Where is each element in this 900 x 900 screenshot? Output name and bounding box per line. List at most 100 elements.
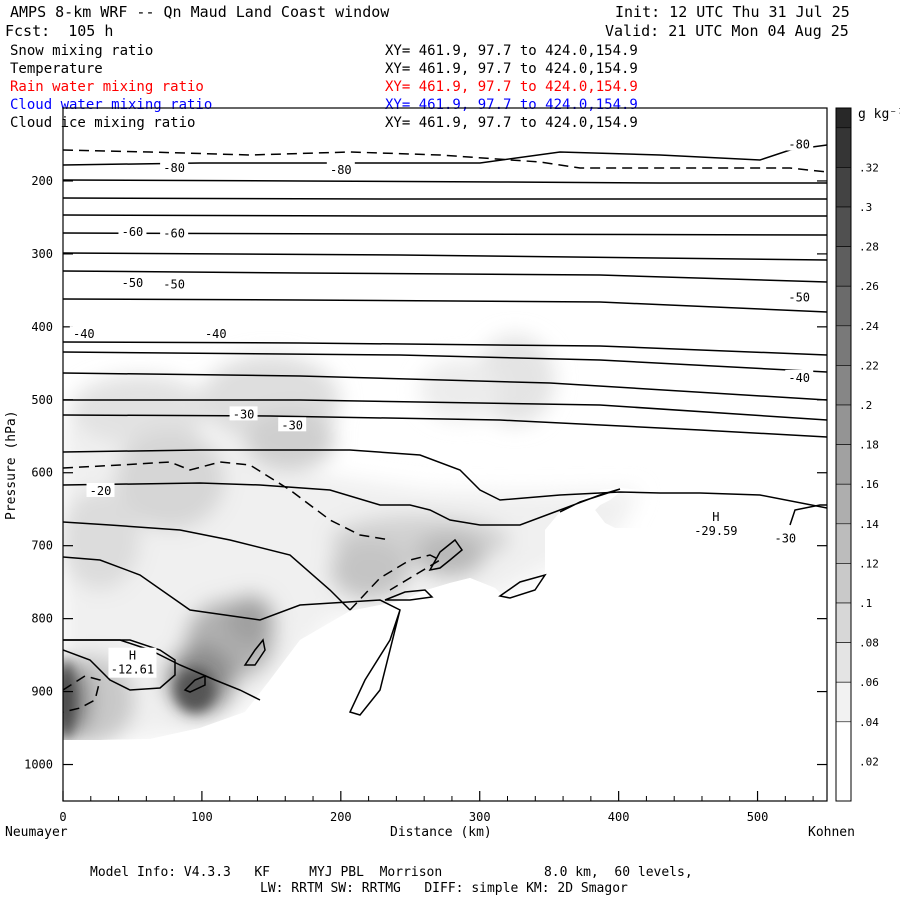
contour-label-bg bbox=[118, 275, 147, 290]
colorbar-bin bbox=[835, 285, 852, 327]
contour-label-bg bbox=[771, 530, 800, 545]
colorbar-bin bbox=[835, 681, 852, 723]
contour-label-bg bbox=[160, 159, 189, 174]
colorbar-tick-label: .18 bbox=[859, 439, 879, 452]
field-name: Temperature bbox=[10, 61, 103, 77]
colorbar-tick-label: .06 bbox=[859, 676, 879, 689]
colorbar-frame bbox=[835, 107, 852, 802]
chart-axes: 0 100 200 300 400 500 200 300 400 500 600 700 800 900… bbox=[24, 107, 828, 824]
contour-label: -50 bbox=[163, 278, 185, 292]
field-xy-range: XY= 461.9, 97.7 to 424.0,154.9 bbox=[385, 61, 638, 77]
contour-label-bg bbox=[326, 162, 355, 177]
x-tick-label: 300 bbox=[469, 810, 491, 824]
valid-time: Valid: 21 UTC Mon 04 Aug 25 bbox=[605, 22, 849, 40]
extremum-value: -12.61 bbox=[111, 663, 154, 677]
colorbar-tick-label: .1 bbox=[859, 597, 872, 610]
colorbar-tick-label: .28 bbox=[859, 241, 879, 254]
colorbar-bin bbox=[835, 642, 852, 683]
contour-label: -60 bbox=[122, 225, 144, 239]
contour-label-bg bbox=[69, 326, 98, 341]
contour-label: -80 bbox=[163, 161, 185, 175]
colorbar-tick-label: .14 bbox=[859, 518, 879, 531]
forecast-hour: Fcst: 105 h bbox=[5, 22, 114, 40]
colorbar-bin bbox=[835, 404, 852, 445]
colorbar-bin bbox=[835, 444, 852, 485]
contour-label: -30 bbox=[233, 407, 255, 421]
colorbar-tick-label: .22 bbox=[859, 359, 879, 372]
contour-label-bg bbox=[785, 136, 814, 151]
colorbar-tick-label: .04 bbox=[859, 716, 879, 729]
colorbar-bin bbox=[835, 167, 852, 208]
contour-label: -60 bbox=[163, 226, 185, 240]
chart-title: AMPS 8-km WRF -- Qn Maud Land Coast wind… bbox=[10, 3, 390, 21]
contour-label-bg bbox=[201, 326, 230, 341]
y-tick-label: 500 bbox=[31, 393, 53, 407]
y-tick-label: 300 bbox=[31, 247, 53, 261]
mixing-ratio-shading bbox=[63, 335, 827, 801]
colorbar-bin bbox=[835, 365, 852, 406]
contour-label: -20 bbox=[90, 484, 112, 498]
model-physics: LW: RRTM SW: RRTMG DIFF: simple KM: 2D S… bbox=[260, 881, 628, 896]
colorbar-bin bbox=[835, 483, 852, 525]
field-name: Rain water mixing ratio bbox=[10, 79, 204, 95]
colorbar-bin bbox=[835, 721, 852, 802]
colorbar-tick-label: .2 bbox=[859, 399, 872, 412]
field-name: Cloud ice mixing ratio bbox=[10, 115, 196, 131]
colorbar-unit: g kg⁻¹ bbox=[858, 107, 900, 122]
x-tick-label: 200 bbox=[330, 810, 352, 824]
contour-label: -80 bbox=[330, 163, 352, 177]
contour-label-bg bbox=[118, 224, 147, 239]
extremum-label-bg bbox=[691, 509, 740, 540]
x-tick-label: 100 bbox=[191, 810, 213, 824]
x-tick-label: 0 bbox=[59, 810, 66, 824]
field-xy-range: XY= 461.9, 97.7 to 424.0,154.9 bbox=[385, 115, 638, 131]
extremum-type: H bbox=[712, 510, 719, 524]
contour-label-bg bbox=[229, 406, 258, 421]
colorbar-bin bbox=[835, 523, 852, 564]
y-tick-label: 800 bbox=[31, 612, 53, 626]
extremum-label-bg bbox=[108, 647, 157, 678]
colorbar-tick-label: .26 bbox=[859, 280, 879, 293]
colorbar-bin bbox=[835, 246, 852, 287]
y-tick-label: 600 bbox=[31, 466, 53, 480]
field-xy-range: XY= 461.9, 97.7 to 424.0,154.9 bbox=[385, 79, 638, 95]
contour-label: -50 bbox=[122, 276, 144, 290]
x-axis-label: Distance (km) bbox=[390, 825, 492, 840]
colorbar-tick-label: .24 bbox=[859, 320, 879, 333]
contour-label-bg bbox=[160, 225, 189, 240]
contour-label-bg bbox=[785, 289, 814, 304]
y-tick-label: 900 bbox=[31, 685, 53, 699]
contour-label: -40 bbox=[788, 371, 810, 385]
colorbar-tick-label: .16 bbox=[859, 478, 879, 491]
contour-label: -50 bbox=[788, 291, 810, 305]
colorbar-tick-label: .02 bbox=[859, 755, 879, 768]
model-info: Model Info: V4.3.3 KF MYJ PBL Morrison 8… bbox=[90, 865, 693, 880]
colorbar-tick-label: .12 bbox=[859, 557, 879, 570]
extremum-value: -29.59 bbox=[694, 524, 737, 538]
colorbar-bin bbox=[835, 127, 852, 168]
colorbar-tick-label: .32 bbox=[859, 161, 879, 174]
colorbar-bin bbox=[835, 563, 852, 604]
contour-label: -30 bbox=[774, 531, 796, 545]
field-xy-range: XY= 461.9, 97.7 to 424.0,154.9 bbox=[385, 43, 638, 59]
colorbar-bin bbox=[835, 206, 852, 247]
contour-label: -30 bbox=[281, 418, 303, 432]
extremum-type: H bbox=[129, 649, 136, 663]
contour-label-bg bbox=[160, 276, 189, 291]
y-tick-label: 400 bbox=[31, 320, 53, 334]
contour-label: -40 bbox=[73, 327, 95, 341]
contour-labels: -80 -80 -80 -60 -60 -50 -50 -50 -40 -40 -40 -30 -30 -… bbox=[69, 136, 814, 678]
x-tick-label: 400 bbox=[608, 810, 630, 824]
colorbar-bin bbox=[835, 325, 852, 366]
contour-label-bg bbox=[86, 482, 115, 497]
contour-label: -80 bbox=[788, 137, 810, 151]
contour-label: -40 bbox=[205, 327, 227, 341]
colorbar-bin bbox=[835, 602, 852, 643]
x-tick-label: 500 bbox=[747, 810, 769, 824]
y-axis-label: Pressure (hPa) bbox=[4, 410, 19, 520]
colorbar: .32 .3 .28 .26 .24 .22 .2 .18 .16 .14 .12 .1 .08 .06.… bbox=[835, 107, 879, 802]
init-time: Init: 12 UTC Thu 31 Jul 25 bbox=[615, 3, 850, 21]
y-tick-label: 1000 bbox=[24, 758, 53, 772]
y-tick-label: 700 bbox=[31, 539, 53, 553]
